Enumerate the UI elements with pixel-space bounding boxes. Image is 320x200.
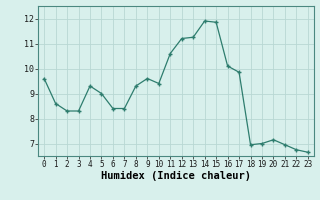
X-axis label: Humidex (Indice chaleur): Humidex (Indice chaleur) xyxy=(101,171,251,181)
